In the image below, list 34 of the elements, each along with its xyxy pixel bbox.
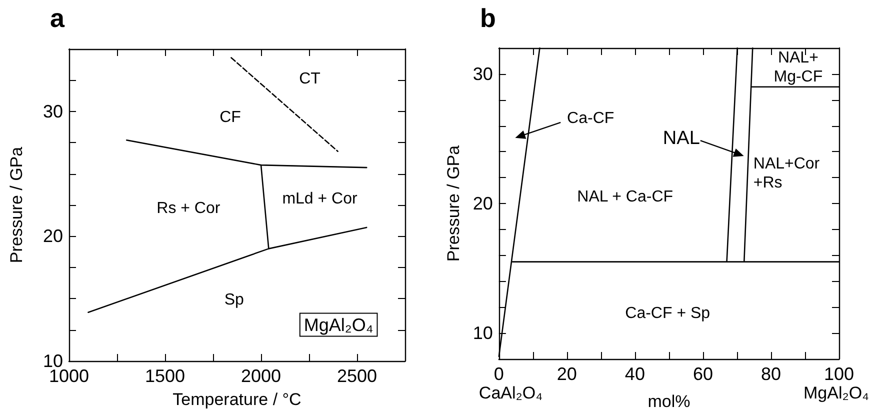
annotation: NAL + Ca-CF [577, 188, 674, 206]
annotation: Ca-CF [567, 110, 614, 127]
y-axis-title: Pressure / GPa [7, 146, 26, 264]
x-tick-label: 60 [692, 364, 713, 384]
annotation: Ca-CF + Sp [625, 305, 710, 322]
annotation: NAL [662, 128, 700, 150]
x-tick-label: 80 [760, 364, 781, 384]
x-axis-title: Temperature / °C [172, 390, 302, 409]
annotation: Sp [224, 291, 244, 308]
annotation: CT [299, 70, 321, 88]
text: CaAl₂O₄ [478, 384, 543, 402]
y-tick-label: 20 [472, 194, 493, 214]
annotation: MgAl₂O₄ [304, 314, 374, 335]
y-tick-label: 20 [42, 226, 63, 246]
x-tick-label: 2000 [240, 366, 282, 386]
chart-title: a [50, 3, 65, 33]
x-tick-label: 20 [556, 364, 577, 384]
annotation: NAL+ Mg-CF [774, 49, 823, 86]
chart-title: b [480, 3, 496, 33]
x-tick-label: 40 [624, 364, 645, 384]
x-axis-title: mol% [648, 392, 690, 411]
annotation: CF [220, 109, 242, 126]
annotation: Rs + Cor [156, 200, 221, 218]
y-tick-label: 30 [472, 64, 493, 84]
y-tick-label: 10 [472, 323, 493, 344]
x-tick-label: 2500 [336, 366, 378, 386]
text: MgAl₂O₄ [804, 384, 870, 402]
y-tick-label: 30 [42, 101, 63, 122]
x-tick-label: 0 [494, 364, 504, 384]
annotation: NAL+Cor +Rs [753, 156, 820, 192]
annotation: mLd + Cor [282, 190, 358, 208]
x-tick-label: 1500 [144, 366, 186, 386]
y-axis-title: Pressure / GPa [444, 144, 463, 262]
x-tick-label: 100 [824, 364, 854, 384]
